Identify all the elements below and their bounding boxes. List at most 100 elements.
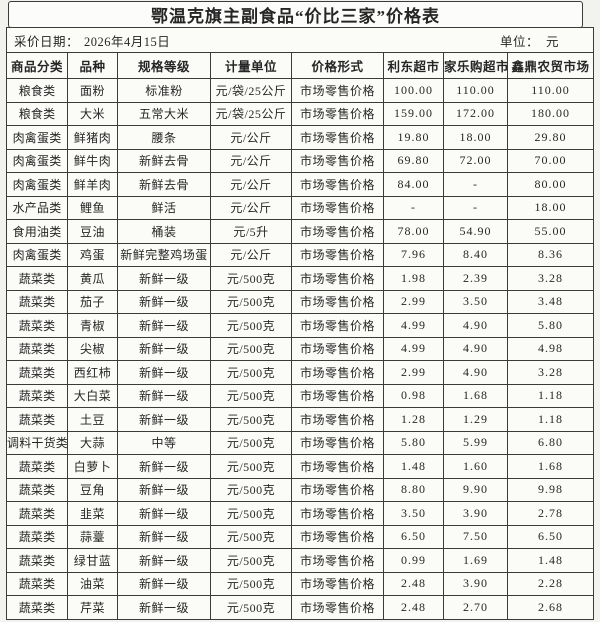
table-cell: 3.50 xyxy=(383,501,444,526)
table-cell: 粮食类 xyxy=(6,78,68,103)
table-cell: 食用油类 xyxy=(6,219,68,244)
table-cell: 腰条 xyxy=(117,125,211,150)
table-row: 食用油类 豆油 桶装 元/5升 市场零售价格 78.00 54.90 55.00 xyxy=(6,219,595,244)
table-cell: 西红柿 xyxy=(67,360,118,385)
table-cell: 蔬菜类 xyxy=(6,266,68,291)
table-cell: 4.90 xyxy=(443,336,508,361)
table-cell: 市场零售价格 xyxy=(291,266,384,291)
table-cell: 市场零售价格 xyxy=(291,219,384,244)
table-cell: 白萝卜 xyxy=(67,454,118,479)
table-cell: 新鲜一级 xyxy=(117,360,211,385)
column-header: 家乐购超市 xyxy=(443,52,508,79)
table-cell: 市场零售价格 xyxy=(291,313,384,338)
table-cell: 市场零售价格 xyxy=(291,172,384,197)
table-row: 肉禽蛋类 鸡蛋 新鲜完整鸡场蛋 元/公斤 市场零售价格 7.96 8.40 8.36 xyxy=(6,242,595,267)
table-cell: 新鲜一级 xyxy=(117,477,211,502)
table-cell: 肉禽蛋类 xyxy=(6,148,68,173)
table-cell: 元/500克 xyxy=(210,266,292,291)
table-cell: 4.99 xyxy=(383,336,444,361)
table-row: 蔬菜类 绿甘蓝 新鲜一级 元/500克 市场零售价格 0.99 1.69 1.48 xyxy=(6,548,595,573)
table-cell: 新鲜一级 xyxy=(117,501,211,526)
table-cell: 9.90 xyxy=(443,477,508,502)
table-cell: 元/500克 xyxy=(210,454,292,479)
table-cell: 2.99 xyxy=(383,360,444,385)
info-cell: 采价日期： 2026年4月15日 单位： 元 xyxy=(5,27,595,53)
unit-label: 单位： xyxy=(500,34,540,49)
table-cell: 元/500克 xyxy=(210,407,292,432)
table-cell: 1.69 xyxy=(443,548,508,573)
table-cell: 4.90 xyxy=(443,313,508,338)
table-row: 粮食类 大米 五常大米 元/袋/25公斤 市场零售价格 159.00 172.00 180.0… xyxy=(6,101,595,126)
table-row: 蔬菜类 豆角 新鲜一级 元/500克 市场零售价格 8.80 9.90 9.98 xyxy=(6,477,595,502)
table-cell: 元/公斤 xyxy=(210,125,292,150)
table-cell: 调料干货类 xyxy=(6,430,68,455)
table-cell: 鲜牛肉 xyxy=(67,148,118,173)
table-cell: 新鲜一级 xyxy=(117,524,211,549)
table-row: 蔬菜类 黄瓜 新鲜一级 元/500克 市场零售价格 1.98 2.39 3.28 xyxy=(6,266,595,291)
table-cell: 2.70 xyxy=(443,595,508,620)
table-cell: 蔬菜类 xyxy=(6,571,68,596)
table-cell: 3.28 xyxy=(506,360,595,385)
table-cell: 72.00 xyxy=(443,148,508,173)
table-row: 蔬菜类 西红柿 新鲜一级 元/500克 市场零售价格 2.99 4.90 3.28 xyxy=(6,360,595,385)
table-cell: 元/公斤 xyxy=(210,148,292,173)
table-row: 水产品类 鲤鱼 鲜活 元/公斤 市场零售价格 - -18.00 xyxy=(6,195,595,220)
table-cell: 蔬菜类 xyxy=(6,289,68,314)
table-cell: 中等 xyxy=(117,430,211,455)
table-cell: 6.50 xyxy=(383,524,444,549)
table-cell: 黄瓜 xyxy=(67,266,118,291)
table-cell: 市场零售价格 xyxy=(291,454,384,479)
table-cell: 鲜羊肉 xyxy=(67,172,118,197)
table-cell: 市场零售价格 xyxy=(291,548,384,573)
table-cell: 5.80 xyxy=(506,313,595,338)
table-cell: 4.90 xyxy=(443,360,508,385)
table-cell: 大米 xyxy=(67,101,118,126)
column-header: 品种 xyxy=(67,52,118,79)
table-cell: 蔬菜类 xyxy=(6,313,68,338)
table-cell: - xyxy=(383,195,444,220)
table-cell: 1.28 xyxy=(383,407,444,432)
table-cell: 豆油 xyxy=(67,219,118,244)
table-cell: 110.00 xyxy=(443,78,508,103)
table-cell: 19.80 xyxy=(383,125,444,150)
table-cell: 新鲜一级 xyxy=(117,266,211,291)
table-row: 蔬菜类 蒜薹 新鲜一级 元/500克 市场零售价格 6.50 7.50 6.50 xyxy=(6,524,595,549)
table-cell: 1.48 xyxy=(383,454,444,479)
table-body: 粮食类 面粉 标准粉 元/袋/25公斤 市场零售价格 100.00 110.00 110.00… xyxy=(6,78,595,620)
table-cell: 1.18 xyxy=(506,407,595,432)
table-cell: 80.00 xyxy=(506,172,595,197)
column-header: 商品分类 xyxy=(6,52,68,79)
table-cell: 新鲜一级 xyxy=(117,289,211,314)
table-cell: 蔬菜类 xyxy=(6,595,68,620)
table-cell: 市场零售价格 xyxy=(291,101,384,126)
table-cell: 54.90 xyxy=(443,219,508,244)
table-cell: 2.48 xyxy=(383,595,444,620)
table-cell: 9.98 xyxy=(506,477,595,502)
table-cell: 0.98 xyxy=(383,383,444,408)
table-cell: 元/500克 xyxy=(210,313,292,338)
table-cell: 新鲜去骨 xyxy=(117,172,211,197)
table-cell: 元/500克 xyxy=(210,383,292,408)
table-cell: 市场零售价格 xyxy=(291,336,384,361)
table-cell: 蔬菜类 xyxy=(6,477,68,502)
table-cell: 肉禽蛋类 xyxy=(6,125,68,150)
table-cell: 市场零售价格 xyxy=(291,501,384,526)
price-sheet: 采价日期： 2026年4月15日 单位： 元 商品分类 品种 规格等级 计量单位 价格形式利… xyxy=(5,27,595,620)
table-cell: 鲜猪肉 xyxy=(67,125,118,150)
table-cell: 新鲜一级 xyxy=(117,454,211,479)
table-cell: 大蒜 xyxy=(67,430,118,455)
table-cell: 市场零售价格 xyxy=(291,383,384,408)
table-cell: 蔬菜类 xyxy=(6,383,68,408)
table-cell: 市场零售价格 xyxy=(291,360,384,385)
table-cell: 桶装 xyxy=(117,219,211,244)
table-cell: 市场零售价格 xyxy=(291,125,384,150)
table-cell: 蒜薹 xyxy=(67,524,118,549)
table-cell: 1.48 xyxy=(506,548,595,573)
table-cell: 市场零售价格 xyxy=(291,195,384,220)
table-cell: 元/公斤 xyxy=(210,195,292,220)
table-cell: 尖椒 xyxy=(67,336,118,361)
table-cell: 元/500克 xyxy=(210,477,292,502)
table-cell: 五常大米 xyxy=(117,101,211,126)
table-cell: 市场零售价格 xyxy=(291,148,384,173)
table-cell: 面粉 xyxy=(67,78,118,103)
